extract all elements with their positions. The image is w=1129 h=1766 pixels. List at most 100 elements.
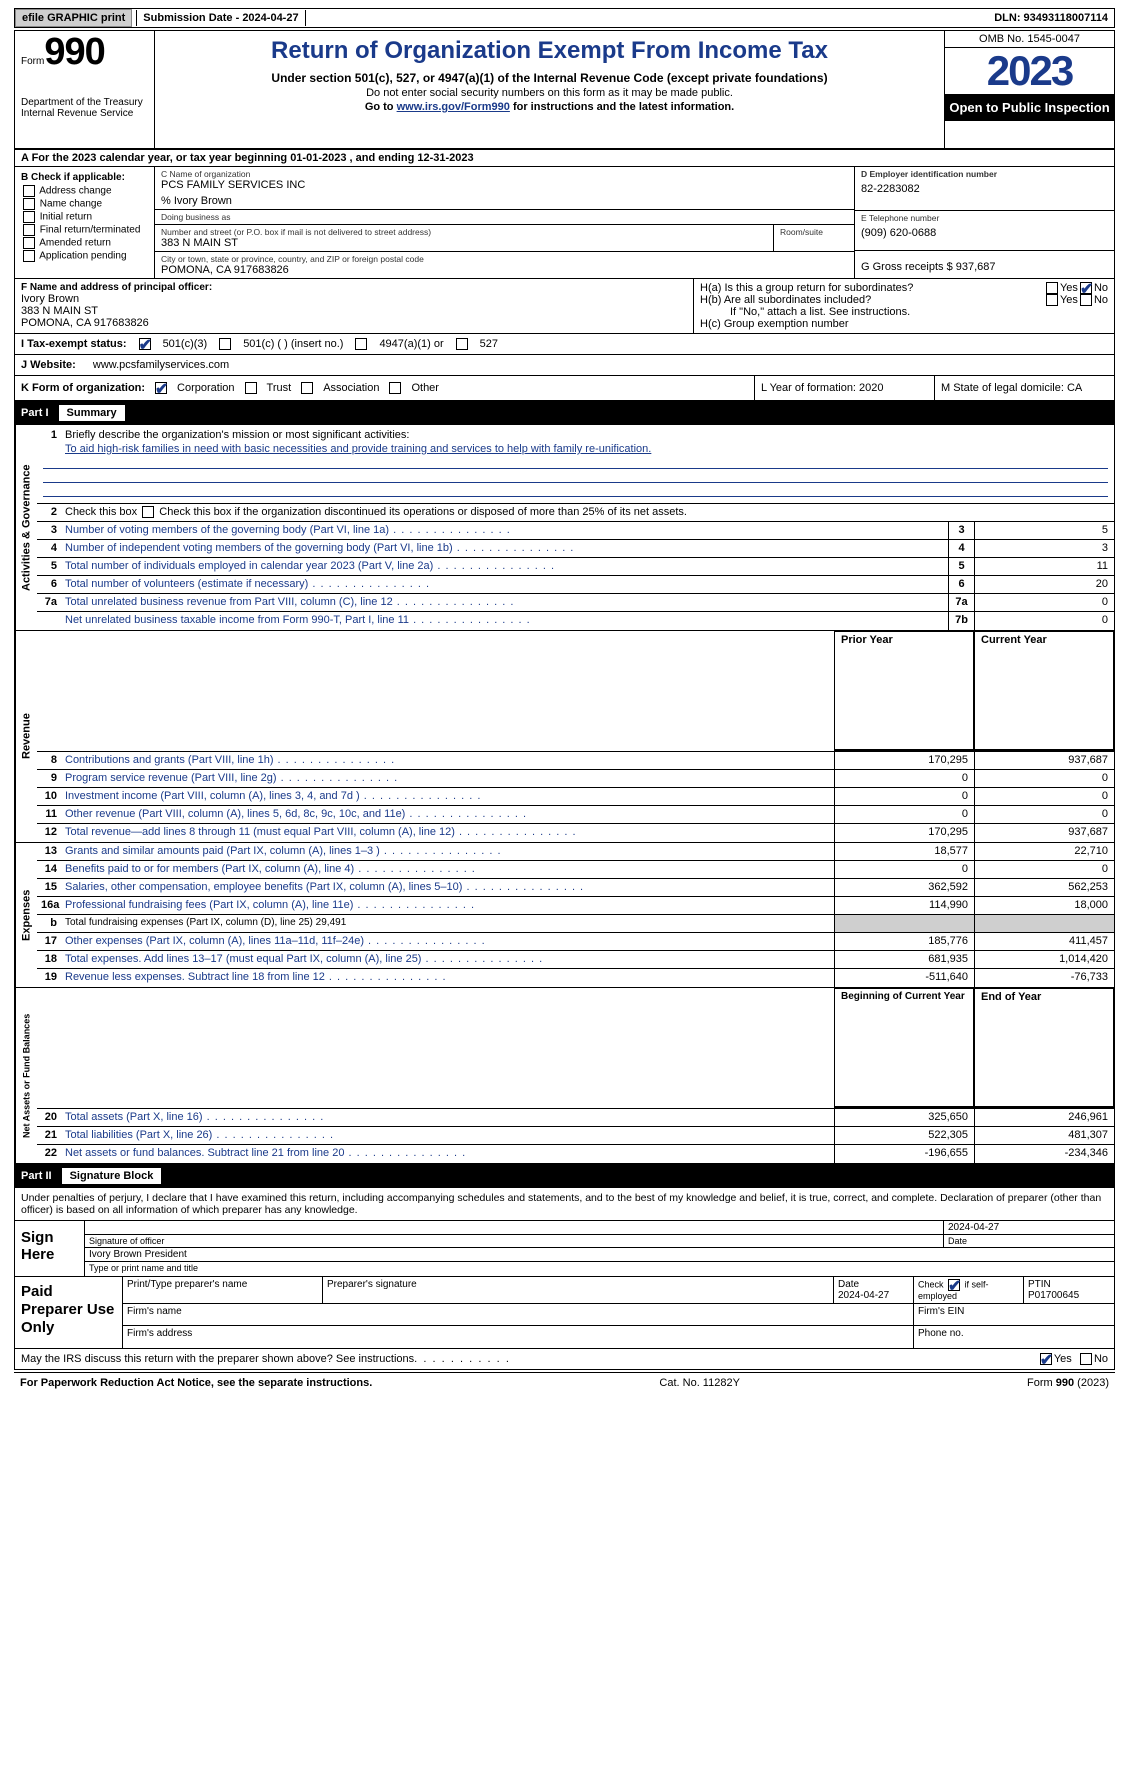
cb-501c3[interactable] — [139, 338, 151, 350]
mission-label: Briefly describe the organization's miss… — [61, 427, 1114, 443]
summary-line: 13Grants and similar amounts paid (Part … — [37, 843, 1114, 861]
subtitle-3: Go to www.irs.gov/Form990 for instructio… — [163, 101, 936, 113]
firm-name-label: Firm's name — [123, 1304, 914, 1325]
cb-final-return[interactable] — [23, 224, 35, 236]
form-word: Form — [21, 56, 44, 67]
vert-revenue: Revenue — [15, 631, 37, 842]
summary-line: 16aProfessional fundraising fees (Part I… — [37, 897, 1114, 915]
row-k: K Form of organization: Corporation Trus… — [14, 376, 1115, 401]
cb-527[interactable] — [456, 338, 468, 350]
hdr-prior: Prior Year — [834, 631, 974, 751]
cb-address-change[interactable] — [23, 185, 35, 197]
cb-app-pending[interactable] — [23, 250, 35, 262]
dept-2: Internal Revenue Service — [21, 108, 148, 119]
summary-line: 11Other revenue (Part VIII, column (A), … — [37, 806, 1114, 824]
summary-line: Net unrelated business taxable income fr… — [37, 612, 1114, 630]
gross-receipts: G Gross receipts $ 937,687 — [861, 261, 1108, 273]
care-of: % Ivory Brown — [161, 195, 848, 207]
firm-addr-label: Firm's address — [123, 1326, 914, 1348]
cb-assoc[interactable] — [301, 382, 313, 394]
irs-link[interactable]: www.irs.gov/Form990 — [397, 101, 510, 113]
summary-line: 22Net assets or fund balances. Subtract … — [37, 1145, 1114, 1163]
cb-ha-no[interactable] — [1080, 282, 1092, 294]
footer-mid: Cat. No. 11282Y — [659, 1377, 740, 1389]
summary-line: 10Investment income (Part VIII, column (… — [37, 788, 1114, 806]
row-a-tax-year: A For the 2023 calendar year, or tax yea… — [14, 150, 1115, 167]
cb-trust[interactable] — [245, 382, 257, 394]
part-1-header: Part I Summary — [14, 401, 1115, 425]
entity-block: B Check if applicable: Address change Na… — [14, 167, 1115, 279]
cb-initial-return[interactable] — [23, 211, 35, 223]
street-address: 383 N MAIN ST — [161, 237, 767, 249]
top-bar: efile GRAPHIC print Submission Date - 20… — [14, 8, 1115, 28]
form-number: 990 — [44, 31, 104, 73]
website-label: J Website: — [21, 359, 76, 371]
cb-amended[interactable] — [23, 237, 35, 249]
footer-right: Form 990 (2023) — [1027, 1377, 1109, 1389]
officer-name-title: Ivory Brown President — [85, 1248, 1114, 1261]
footer-left: For Paperwork Reduction Act Notice, see … — [20, 1377, 372, 1389]
vert-expenses: Expenses — [15, 843, 37, 987]
summary-line: 17Other expenses (Part IX, column (A), l… — [37, 933, 1114, 951]
part-2-header: Part II Signature Block — [14, 1164, 1115, 1188]
org-name: PCS FAMILY SERVICES INC — [161, 179, 848, 191]
form-header: Form990 Department of the Treasury Inter… — [14, 30, 1115, 150]
cb-name-change[interactable] — [23, 198, 35, 210]
tel-value: (909) 620-0688 — [861, 227, 1108, 239]
cb-discontinued[interactable] — [142, 506, 154, 518]
summary-line: 20Total assets (Part X, line 16)325,6502… — [37, 1109, 1114, 1127]
summary-line: bTotal fundraising expenses (Part IX, co… — [37, 915, 1114, 933]
cb-self-employed[interactable] — [948, 1279, 960, 1291]
firm-phone-label: Phone no. — [914, 1326, 1114, 1348]
cb-corp[interactable] — [155, 382, 167, 394]
cb-other[interactable] — [389, 382, 401, 394]
sign-here-label: Sign Here — [15, 1221, 85, 1276]
open-inspection: Open to Public Inspection — [945, 94, 1114, 121]
submission-date: Submission Date - 2024-04-27 — [136, 10, 305, 26]
dept-1: Department of the Treasury — [21, 97, 148, 108]
summary-line: 15Salaries, other compensation, employee… — [37, 879, 1114, 897]
page-footer: For Paperwork Reduction Act Notice, see … — [14, 1372, 1115, 1393]
irs-discuss-q: May the IRS discuss this return with the… — [21, 1353, 1038, 1365]
org-name-label: C Name of organization — [161, 169, 848, 179]
year-formation: L Year of formation: 2020 — [754, 376, 934, 400]
sig-date: 2024-04-27 — [944, 1221, 1114, 1234]
city-label: City or town, state or province, country… — [161, 254, 848, 264]
hc-label: H(c) Group exemption number — [700, 318, 1108, 330]
vert-governance: Activities & Governance — [15, 425, 37, 630]
type-print-label: Type or print name and title — [85, 1262, 1114, 1274]
ein-label: D Employer identification number — [861, 169, 1108, 179]
prep-name-label: Print/Type preparer's name — [123, 1277, 323, 1303]
cb-4947[interactable] — [355, 338, 367, 350]
cb-hb-no[interactable] — [1080, 294, 1092, 306]
cb-discuss-yes[interactable] — [1040, 1353, 1052, 1365]
cb-501c[interactable] — [219, 338, 231, 350]
hdr-beginning: Beginning of Current Year — [834, 988, 974, 1108]
dln: DLN: 93493118007114 — [988, 10, 1114, 26]
cb-ha-yes[interactable] — [1046, 282, 1058, 294]
hb-label: H(b) Are all subordinates included? — [700, 294, 1044, 306]
officer-name: Ivory Brown — [21, 293, 687, 305]
col-b-checkboxes: B Check if applicable: Address change Na… — [15, 167, 155, 278]
tax-year: 2023 — [945, 48, 1114, 94]
summary-line: 14Benefits paid to or for members (Part … — [37, 861, 1114, 879]
ptin: P01700645 — [1028, 1290, 1079, 1301]
summary-line: 18Total expenses. Add lines 13–17 (must … — [37, 951, 1114, 969]
form-org-label: K Form of organization: — [21, 382, 145, 394]
sign-here-block: Sign Here 2024-04-27 Signature of office… — [14, 1221, 1115, 1277]
state-domicile: M State of legal domicile: CA — [934, 376, 1114, 400]
website-value: www.pcsfamilyservices.com — [93, 359, 229, 371]
summary-governance: Activities & Governance 1 Briefly descri… — [14, 425, 1115, 631]
paid-preparer-label: Paid Preparer Use Only — [15, 1277, 123, 1348]
cb-discuss-no[interactable] — [1080, 1353, 1092, 1365]
efile-btn[interactable]: efile GRAPHIC print — [15, 9, 132, 27]
prep-date: 2024-04-27 — [838, 1290, 889, 1301]
dba-label: Doing business as — [161, 212, 848, 222]
hdr-end: End of Year — [974, 988, 1114, 1108]
hdr-current: Current Year — [974, 631, 1114, 751]
paid-preparer-block: Paid Preparer Use Only Print/Type prepar… — [14, 1277, 1115, 1349]
cb-hb-yes[interactable] — [1046, 294, 1058, 306]
prep-sig-label: Preparer's signature — [323, 1277, 834, 1303]
summary-line: 9Program service revenue (Part VIII, lin… — [37, 770, 1114, 788]
city-state-zip: POMONA, CA 917683826 — [161, 264, 848, 276]
